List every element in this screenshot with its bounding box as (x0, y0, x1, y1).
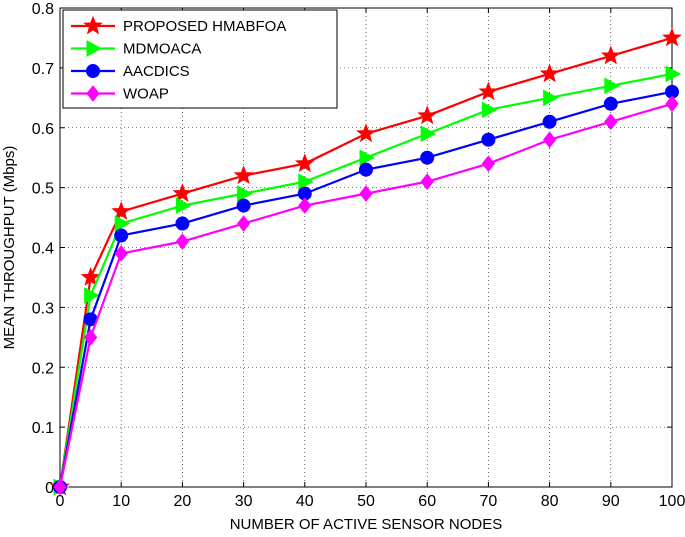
data-point (539, 63, 560, 83)
legend-marker (86, 85, 100, 102)
x-tick-label: 20 (174, 493, 192, 510)
data-point (233, 165, 254, 185)
data-point (114, 245, 128, 262)
data-point (114, 215, 131, 232)
data-point (80, 267, 101, 286)
data-point (114, 228, 129, 243)
data-point (481, 155, 496, 172)
y-tick-label: 0.6 (32, 121, 54, 138)
x-tick-label: 70 (480, 493, 498, 510)
data-point (603, 96, 618, 111)
data-point (175, 216, 190, 231)
x-tick-label: 0 (56, 493, 65, 510)
series-3 (53, 95, 679, 496)
legend-label: AACDICS (123, 63, 190, 80)
axes-layer: 0 10 20 30 40 50 60 70 80 90 100 0 0.1 0.2 0.3 0.4 0.5 0.… (32, 1, 685, 510)
data-point (84, 287, 100, 304)
y-tick-label: 0.2 (32, 360, 54, 377)
data-point (665, 95, 679, 113)
data-point (298, 197, 312, 214)
data-point (542, 131, 557, 149)
data-point (543, 89, 559, 107)
legend-label: MDMOACA (123, 41, 201, 58)
legend-label: WOAP (123, 86, 169, 103)
y-tick-label: 0.8 (32, 1, 54, 18)
data-point (83, 329, 98, 346)
x-tick-label: 60 (418, 493, 436, 510)
y-tick-label: 0.7 (32, 61, 54, 78)
data-point (481, 101, 498, 119)
legend-marker (86, 40, 103, 57)
data-point (359, 149, 376, 167)
series-2 (53, 84, 679, 494)
data-point (359, 185, 373, 202)
data-point (172, 183, 193, 203)
x-tick-label: 30 (235, 493, 253, 510)
data-point (175, 233, 190, 250)
data-point (237, 185, 253, 202)
y-tick-label: 0.5 (32, 181, 54, 198)
data-point (600, 45, 621, 65)
data-point (665, 65, 682, 83)
data-point (604, 113, 618, 131)
y-tick-label: 0.3 (32, 300, 54, 317)
legend: PROPOSED HMABFOA MDMOACA AACDICS WOAP (62, 9, 338, 109)
data-point (298, 173, 314, 190)
data-point (236, 198, 251, 213)
data-point (542, 114, 557, 129)
x-tick-label: 10 (112, 493, 130, 510)
data-point (478, 81, 499, 101)
data-point (359, 162, 373, 177)
data-point (53, 478, 67, 496)
x-tick-label: 50 (357, 493, 375, 510)
data-point (294, 153, 315, 173)
x-axis-title: NUMBER OF ACTIVE SENSOR NODES (230, 516, 503, 532)
x-tick-label: 80 (541, 493, 559, 510)
data-point (111, 201, 132, 221)
data-point (481, 132, 496, 147)
data-point (356, 123, 376, 143)
x-tick-label: 40 (296, 493, 314, 510)
legend-marker (83, 15, 103, 35)
data-point (236, 215, 251, 232)
x-tick-label: 90 (602, 493, 620, 510)
data-point (420, 150, 435, 165)
data-point (420, 173, 434, 190)
legend-label: PROPOSED HMABFOA (123, 18, 286, 35)
data-point (417, 105, 438, 125)
legend-marker (86, 64, 100, 78)
data-point (175, 197, 192, 214)
x-tick-label: 100 (659, 493, 685, 510)
data-point (662, 27, 682, 47)
data-point (420, 125, 437, 143)
y-tick-label: 0.4 (32, 241, 54, 258)
y-axis-title: MEAN THROUGHPUT (Mbps) (1, 146, 18, 350)
series-line (58, 102, 673, 488)
series-layer (50, 27, 682, 496)
y-tick-label: 0 (45, 480, 54, 497)
series-line (58, 90, 673, 488)
y-tick-label: 0.1 (32, 420, 54, 437)
data-point (604, 77, 620, 95)
